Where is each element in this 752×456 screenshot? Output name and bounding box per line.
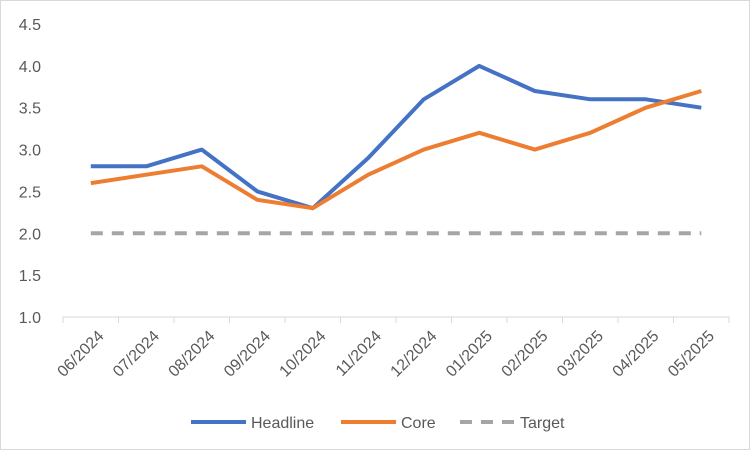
series-line-core xyxy=(90,89,702,211)
y-tick-label: 3.0 xyxy=(19,143,41,160)
x-tick-label: 05/2025 xyxy=(665,328,718,381)
x-tick-label: 03/2025 xyxy=(554,328,607,381)
legend-label-headline: Headline xyxy=(251,415,314,432)
y-tick-label: 1.0 xyxy=(19,310,41,327)
y-tick-label: 4.5 xyxy=(19,17,41,34)
legend: Headline Core Target xyxy=(191,415,565,432)
x-tick-label: 07/2024 xyxy=(110,328,163,381)
legend-label-target: Target xyxy=(520,415,565,432)
series-line-headline xyxy=(90,63,702,211)
x-tick-label: 08/2024 xyxy=(166,328,219,381)
y-tick-label: 2.0 xyxy=(19,226,41,243)
y-tick-label: 4.0 xyxy=(19,59,41,76)
x-tick-label: 10/2024 xyxy=(277,328,330,381)
legend-label-core: Core xyxy=(401,415,436,432)
y-tick-label: 3.5 xyxy=(19,101,41,118)
x-tick-label: 04/2025 xyxy=(610,328,663,381)
series-layer xyxy=(90,63,702,236)
y-tick-label: 2.5 xyxy=(19,184,41,201)
y-tick-label: 1.5 xyxy=(19,268,41,285)
x-tick-label: 12/2024 xyxy=(388,328,441,381)
x-tick-label: 06/2024 xyxy=(55,328,108,381)
x-tick-label: 11/2024 xyxy=(333,328,385,380)
x-tick-label: 09/2024 xyxy=(221,328,274,381)
axes: 1.0 1.5 2.0 2.5 3.0 3.5 4.0 4.5 06/2024 07/2024 08… xyxy=(19,17,730,381)
x-tick-label: 01/2025 xyxy=(443,328,496,381)
x-tick-label: 02/2025 xyxy=(499,328,552,381)
